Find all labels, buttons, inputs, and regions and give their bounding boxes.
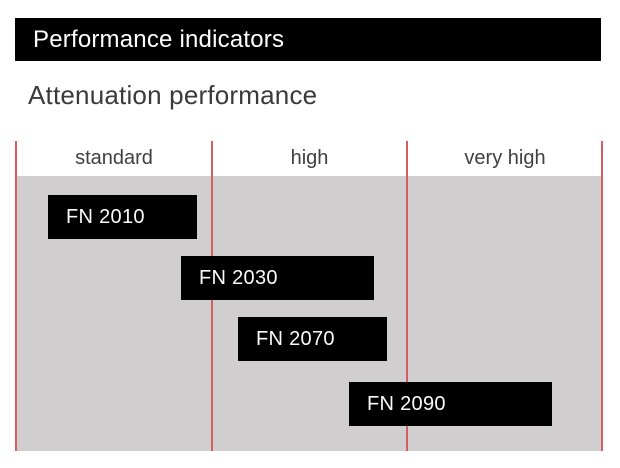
range-bar-label: FN 2070	[256, 328, 335, 350]
range-bar-label: FN 2010	[66, 206, 145, 228]
range-bar-fn-2010: FN 2010	[48, 195, 197, 239]
section-title: Attenuation performance	[28, 80, 318, 110]
category-separator-line	[406, 141, 408, 451]
category-separator-line	[15, 141, 17, 451]
column-label-very-high: very high	[464, 147, 546, 169]
range-bar-fn-2030: FN 2030	[181, 256, 374, 300]
range-bar-fn-2070: FN 2070	[238, 317, 387, 361]
category-separator-line	[601, 141, 603, 451]
column-label-standard: standard	[75, 147, 153, 169]
column-label-high: high	[290, 147, 329, 169]
page-title: Performance indicators	[33, 26, 285, 53]
range-bar-fn-2090: FN 2090	[349, 382, 552, 426]
range-bar-label: FN 2090	[367, 393, 446, 415]
range-bar-label: FN 2030	[199, 267, 278, 289]
page-title-bar: Performance indicators	[15, 18, 601, 61]
